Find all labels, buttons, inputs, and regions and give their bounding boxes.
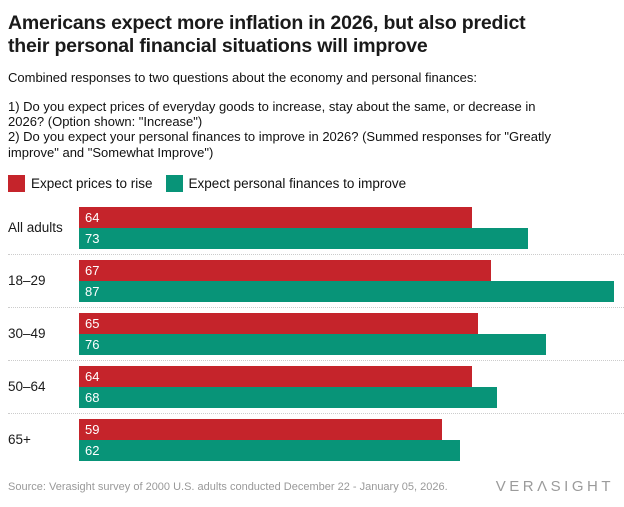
bar-value-label: 67: [85, 262, 100, 278]
chart-row: All adults 64 73: [8, 206, 624, 255]
chart-footer: Source: Verasight survey of 2000 U.S. ad…: [8, 478, 614, 495]
legend-item-finances: Expect personal finances to improve: [165, 175, 407, 193]
bar-value-label: 59: [85, 421, 100, 437]
bar-value-label: 73: [85, 230, 100, 246]
category-label: 30–49: [8, 326, 46, 342]
bar-value-label: 64: [85, 368, 100, 384]
legend-item-prices: Expect prices to rise: [8, 175, 153, 193]
bar-finances-improve: 76: [79, 333, 546, 355]
bar-pair: 67 87: [79, 259, 624, 302]
bar-chart: All adults 64 73 18–29 67 87 30–49 65 76 50–64 64 6…: [0, 206, 624, 461]
chart-row: 18–29 67 87: [8, 259, 624, 308]
bar-prices-to-rise: 64: [79, 206, 473, 228]
bar-value-label: 64: [85, 209, 100, 225]
verasight-logo: VERΛSIGHT: [495, 478, 614, 495]
chart-legend: Expect prices to rise Expect personal fi…: [8, 175, 616, 193]
chart-header: Americans expect more inflation in 2026,…: [0, 0, 624, 193]
source-note: Source: Verasight survey of 2000 U.S. ad…: [8, 480, 448, 493]
bar-finances-improve: 87: [79, 280, 614, 302]
bar-prices-to-rise: 67: [79, 259, 491, 281]
chart-row: 30–49 65 76: [8, 312, 624, 361]
bar-value-label: 65: [85, 315, 100, 331]
legend-swatch-teal-icon: [165, 175, 183, 193]
bar-value-label: 76: [85, 336, 100, 352]
question-1-text: 1) Do you expect prices of everyday good…: [8, 98, 536, 129]
bar-value-label: 87: [85, 283, 100, 299]
bar-value-label: 62: [85, 442, 100, 458]
legend-label-finances: Expect personal finances to improve: [188, 176, 407, 192]
bar-pair: 59 62: [79, 418, 624, 461]
chart-subtitle: Combined responses to two questions abou…: [8, 70, 478, 86]
bar-finances-improve: 73: [79, 227, 528, 249]
question-2-text: 2) Do you expect your personal finances …: [8, 129, 551, 160]
bar-prices-to-rise: 65: [79, 312, 479, 334]
chart-row: 65+ 59 62: [8, 418, 624, 461]
chart-rows: All adults 64 73 18–29 67 87 30–49 65 76 50–64 64 6…: [8, 206, 624, 461]
bar-value-label: 68: [85, 389, 100, 405]
bar-pair: 65 76: [79, 312, 624, 355]
bar-prices-to-rise: 64: [79, 365, 473, 387]
bar-pair: 64 68: [79, 365, 624, 408]
category-label: All adults: [8, 220, 63, 236]
category-label: 18–29: [8, 273, 46, 289]
page-title: Americans expect more inflation in 2026,…: [8, 12, 526, 57]
bar-finances-improve: 62: [79, 439, 460, 461]
bar-pair: 64 73: [79, 206, 624, 249]
bar-finances-improve: 68: [79, 386, 497, 408]
category-label: 65+: [8, 432, 31, 448]
legend-label-prices: Expect prices to rise: [31, 176, 153, 192]
chart-row: 50–64 64 68: [8, 365, 624, 414]
legend-swatch-red-icon: [8, 175, 25, 193]
bar-prices-to-rise: 59: [79, 418, 442, 440]
category-label: 50–64: [8, 379, 46, 395]
